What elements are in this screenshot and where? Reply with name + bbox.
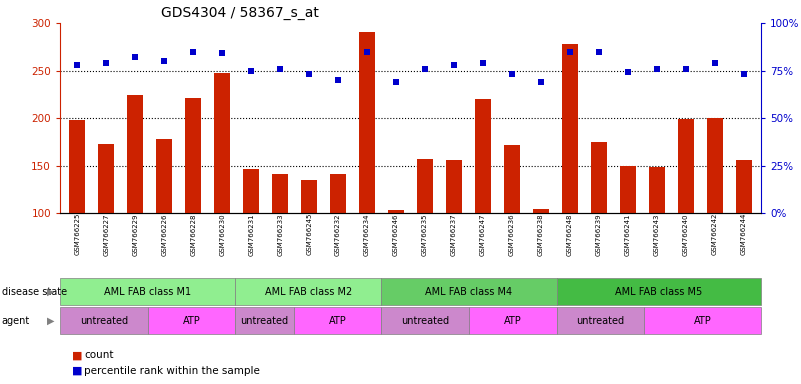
Text: ATP: ATP xyxy=(504,316,521,326)
Point xyxy=(737,71,750,78)
Bar xyxy=(381,307,469,334)
Bar xyxy=(185,98,201,308)
Bar xyxy=(649,167,665,308)
Text: untreated: untreated xyxy=(401,316,449,326)
Point xyxy=(245,68,258,74)
Point xyxy=(360,48,373,55)
Bar xyxy=(591,142,606,308)
Point xyxy=(129,54,142,60)
Bar xyxy=(330,174,346,308)
Bar xyxy=(70,120,86,308)
Text: count: count xyxy=(84,350,114,360)
Point xyxy=(158,58,171,64)
Point xyxy=(505,71,518,78)
Point xyxy=(708,60,721,66)
Text: agent: agent xyxy=(2,316,30,326)
Point xyxy=(477,60,489,66)
Point xyxy=(534,79,547,85)
Point xyxy=(215,50,228,56)
Text: untreated: untreated xyxy=(576,316,625,326)
Bar xyxy=(446,160,462,308)
Bar xyxy=(381,278,557,305)
Bar xyxy=(504,145,520,308)
Text: ATP: ATP xyxy=(694,316,711,326)
Text: ATP: ATP xyxy=(183,316,200,326)
Text: ▶: ▶ xyxy=(47,316,54,326)
Bar xyxy=(533,209,549,308)
Text: AML FAB class M2: AML FAB class M2 xyxy=(264,287,352,297)
Bar xyxy=(562,44,578,308)
Text: ■: ■ xyxy=(72,366,83,376)
Text: disease state: disease state xyxy=(2,287,66,297)
Bar xyxy=(127,95,143,308)
Bar xyxy=(272,174,288,308)
Bar xyxy=(235,307,294,334)
Text: ■: ■ xyxy=(72,350,83,360)
Point xyxy=(563,48,576,55)
Text: AML FAB class M5: AML FAB class M5 xyxy=(615,287,702,297)
Text: untreated: untreated xyxy=(240,316,288,326)
Point xyxy=(419,66,432,72)
Point xyxy=(650,66,663,72)
Text: GDS4304 / 58367_s_at: GDS4304 / 58367_s_at xyxy=(161,6,320,20)
Bar xyxy=(557,278,761,305)
Text: AML FAB class M1: AML FAB class M1 xyxy=(104,287,191,297)
Bar xyxy=(99,144,115,308)
Text: AML FAB class M4: AML FAB class M4 xyxy=(425,287,513,297)
Bar xyxy=(156,139,172,308)
Text: untreated: untreated xyxy=(80,316,128,326)
Bar xyxy=(244,169,260,308)
Bar xyxy=(557,307,644,334)
Bar xyxy=(469,307,557,334)
Text: ▶: ▶ xyxy=(47,287,54,297)
Point xyxy=(448,62,461,68)
Bar xyxy=(735,160,751,308)
Bar xyxy=(147,307,235,334)
Bar xyxy=(678,119,694,308)
Bar xyxy=(359,31,375,308)
Point xyxy=(71,62,84,68)
Point xyxy=(274,66,287,72)
Bar xyxy=(706,118,723,308)
Bar xyxy=(475,99,491,308)
Bar xyxy=(60,278,235,305)
Point xyxy=(389,79,402,85)
Bar xyxy=(215,73,230,308)
Bar xyxy=(60,307,147,334)
Point xyxy=(100,60,113,66)
Text: percentile rank within the sample: percentile rank within the sample xyxy=(84,366,260,376)
Bar xyxy=(235,278,381,305)
Point xyxy=(332,77,344,83)
Text: ATP: ATP xyxy=(328,316,346,326)
Bar xyxy=(301,180,317,308)
Bar xyxy=(644,307,761,334)
Bar xyxy=(388,210,404,308)
Point xyxy=(679,66,692,72)
Point xyxy=(303,71,316,78)
Bar xyxy=(417,159,433,308)
Bar xyxy=(620,166,636,308)
Point xyxy=(187,48,199,55)
Point xyxy=(622,70,634,76)
Point xyxy=(593,48,606,55)
Bar xyxy=(294,307,381,334)
